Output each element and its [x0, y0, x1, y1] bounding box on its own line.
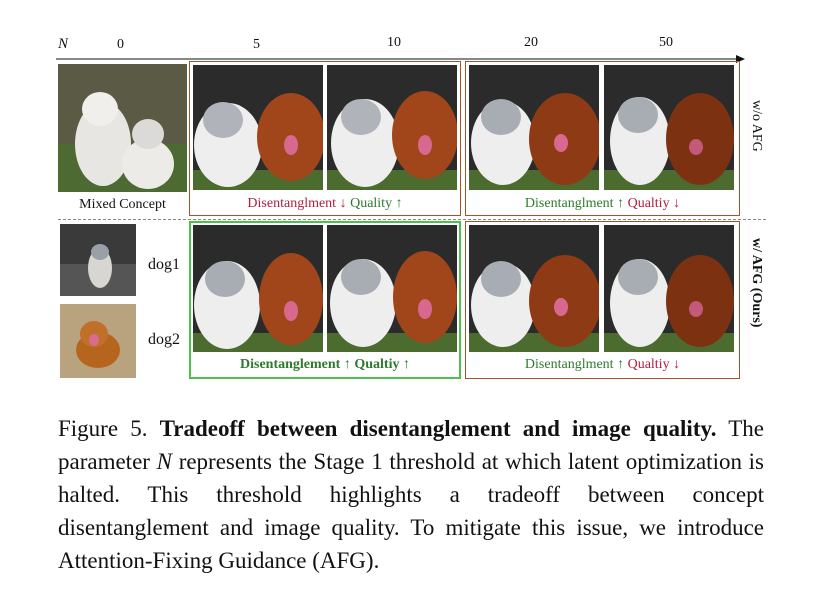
generated-image [469, 225, 599, 352]
row-divider [58, 219, 766, 220]
wo-afg-label: w/o AFG [749, 100, 764, 152]
top-right-box [465, 61, 740, 216]
tick-label-20: 20 [524, 35, 538, 50]
figure-title: Tradeoff between disentanglement and ima… [159, 416, 717, 441]
generated-image [327, 225, 457, 352]
top-left-box [189, 61, 461, 216]
quality-label: Qualtiy [354, 357, 400, 372]
tick-label-5: 5 [253, 37, 260, 52]
dog2-label: dog2 [148, 331, 180, 348]
dog2-image [60, 304, 136, 378]
w-afg-label: w/ AFG (Ours) [749, 238, 764, 328]
caption-variable: N [156, 449, 172, 474]
top-right-caption: Disentanglment ↑ Qualtiy ↓ [469, 196, 736, 212]
disentanglement-label: Disentanglment [524, 357, 614, 372]
axis-n-label: N [58, 36, 69, 52]
arrow-up: ↑ [617, 196, 625, 211]
arrow-up: ↑ [343, 357, 351, 372]
generated-image [604, 225, 734, 352]
tick-label-10: 10 [387, 35, 401, 50]
caption-text: The parameter [58, 416, 764, 474]
generated-image [469, 65, 599, 190]
quality-label: Qualtiy [627, 196, 670, 211]
bottom-right-caption: Disentanglment ↑ Qualtiy ↓ [469, 357, 736, 373]
tick-label-50: 50 [659, 35, 673, 50]
arrow-up: ↑ [395, 196, 403, 211]
arrow-down: ↓ [339, 196, 347, 211]
mixed-concept-label: Mixed Concept [79, 197, 166, 212]
arrow-up: ↑ [617, 357, 625, 372]
arrow-down: ↓ [673, 357, 681, 372]
tick-label-0: 0 [117, 37, 124, 52]
figure-number: Figure 5. [58, 416, 148, 441]
generated-image [327, 65, 457, 190]
disentanglement-label: Disentanglment [524, 196, 614, 211]
dog1-label: dog1 [148, 256, 180, 273]
quality-label: Quality [350, 196, 393, 211]
disentanglement-label: Disentanglement [240, 357, 341, 372]
caption-text: represents the Stage 1 threshold at whic… [58, 449, 765, 573]
bottom-left-box [189, 221, 461, 379]
generated-image [193, 65, 323, 190]
top-left-caption: Disentanglment ↓ Quality ↑ [193, 196, 457, 212]
generated-image [604, 65, 734, 190]
generated-image [193, 225, 323, 352]
quality-label: Qualtiy [627, 357, 670, 372]
mixed-concept-image [58, 64, 187, 192]
disentanglement-label: Disentanglment [247, 196, 337, 211]
bottom-right-box [465, 221, 740, 379]
figure-caption: Figure 5. Tradeoff between disentangleme… [58, 412, 764, 577]
arrow-up: ↑ [402, 357, 410, 372]
dog1-image [60, 224, 136, 296]
arrow-down: ↓ [673, 196, 681, 211]
bottom-left-caption: Disentanglement ↑ Qualtiy ↑ [193, 357, 457, 373]
